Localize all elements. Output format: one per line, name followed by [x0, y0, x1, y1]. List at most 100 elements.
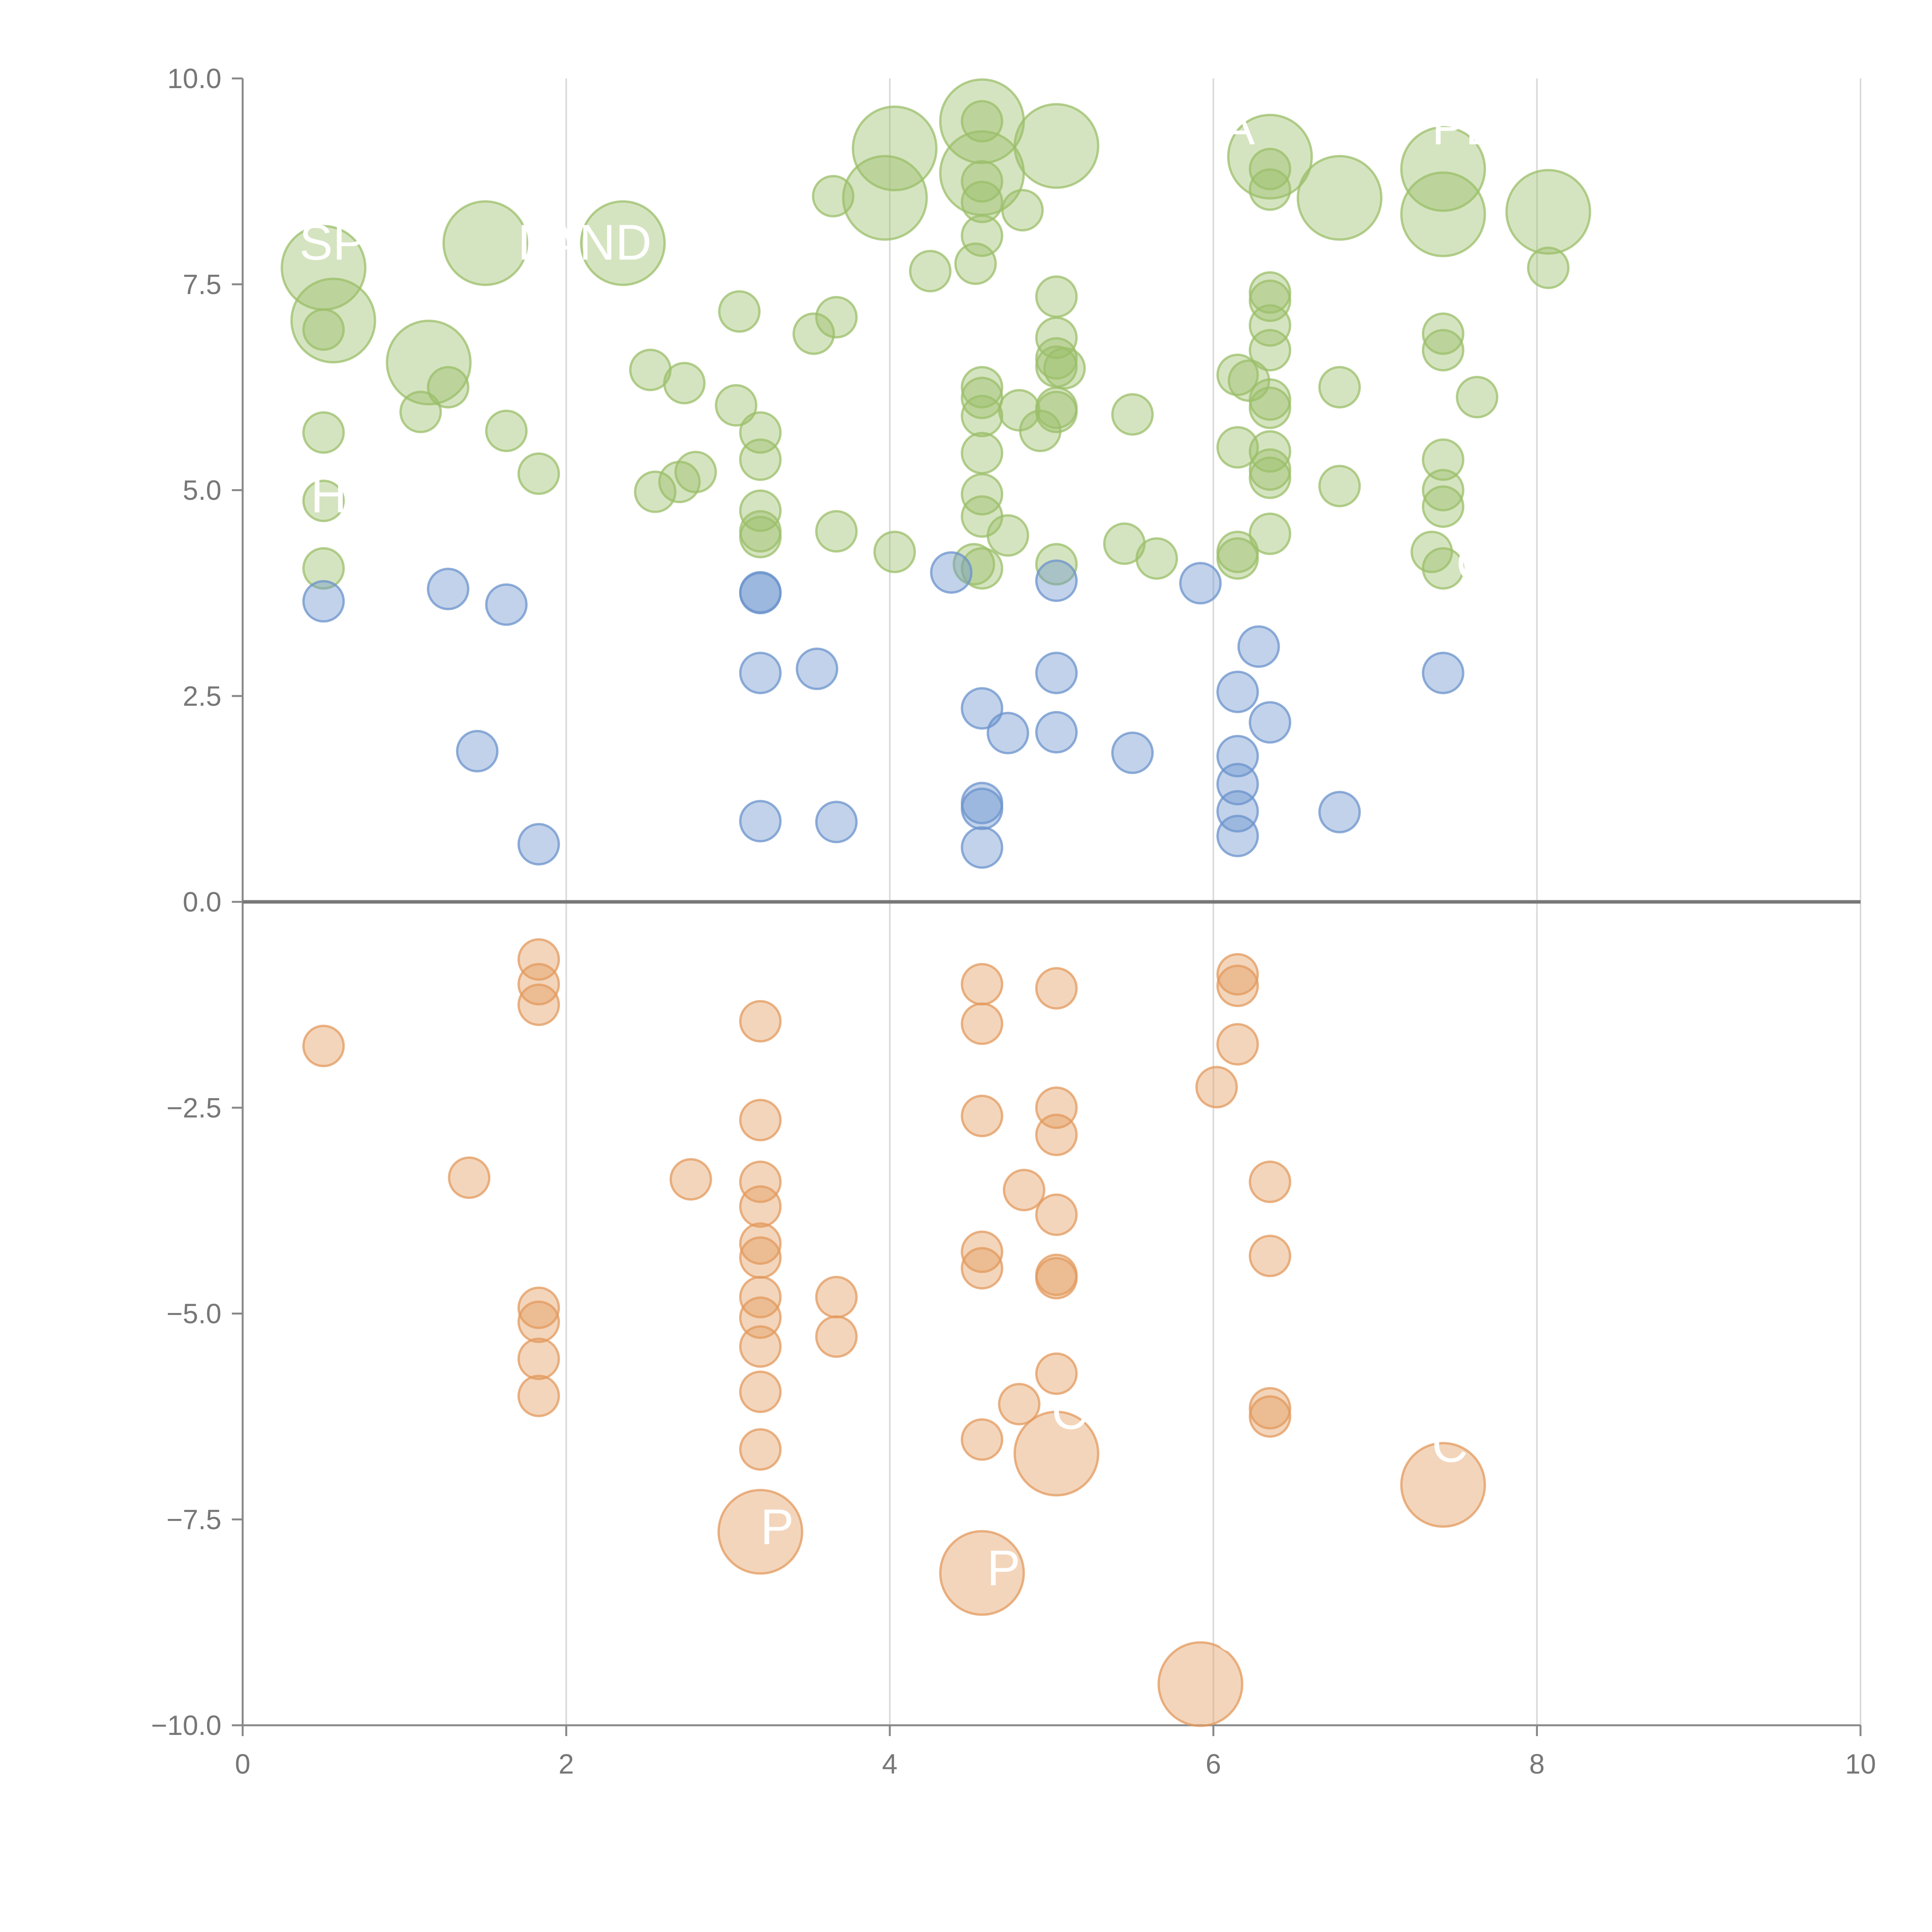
- green-point: [290, 277, 376, 364]
- x-tick-label: 2: [558, 1749, 574, 1780]
- green-point: [1216, 537, 1259, 580]
- y-tick-label: 5.0: [183, 475, 221, 506]
- orange-point: [1248, 1395, 1291, 1438]
- orange-point: [1003, 1168, 1046, 1211]
- blue-point: [961, 787, 1003, 830]
- orange-point: [669, 1158, 712, 1201]
- green-point: [1422, 485, 1464, 528]
- green-point: [1527, 247, 1570, 289]
- green-point: [658, 461, 701, 503]
- green-point: [1248, 386, 1291, 429]
- blue-point: [1216, 670, 1259, 713]
- green-point: [399, 391, 442, 434]
- orange-point: [1035, 1193, 1078, 1236]
- green-point: [663, 362, 706, 405]
- orange-point: [517, 1286, 560, 1329]
- blue-point: [1216, 815, 1259, 857]
- green-point: [715, 384, 758, 427]
- orange-point: [739, 1000, 782, 1043]
- blue-point: [1248, 701, 1291, 744]
- orange-point: [1035, 1257, 1078, 1299]
- blue-point: [517, 823, 560, 866]
- orange-point: [739, 1236, 782, 1279]
- point-label: P: [987, 1540, 1020, 1596]
- point-label: C: [1213, 1605, 1250, 1662]
- blue-point: [456, 730, 499, 773]
- green-point: [954, 242, 997, 285]
- blue-point: [930, 551, 973, 594]
- x-tick-label: 0: [235, 1749, 250, 1780]
- green-point: [485, 410, 528, 452]
- orange-point: [517, 1374, 560, 1417]
- point-label: PE: [1432, 99, 1498, 155]
- green-point: [1422, 547, 1464, 590]
- point-label: C: [1456, 535, 1492, 592]
- orange-point: [815, 1315, 858, 1358]
- data-points: [281, 78, 1591, 1727]
- green-point: [873, 531, 916, 573]
- green-point: [1422, 329, 1464, 372]
- orange-point: [1216, 1023, 1259, 1066]
- blue-point: [1179, 562, 1222, 605]
- green-point: [961, 432, 1003, 474]
- green-point: [961, 366, 1003, 409]
- orange-point: [739, 1428, 782, 1471]
- green-point: [1248, 512, 1291, 555]
- blue-point: [986, 712, 1029, 755]
- green-point: [1001, 189, 1044, 231]
- green-point: [302, 547, 345, 590]
- y-tick-label: −7.5: [167, 1504, 221, 1535]
- orange-point: [739, 1185, 782, 1228]
- y-tick-label: 0.0: [183, 887, 221, 918]
- blue-point: [1035, 711, 1078, 754]
- green-point: [1248, 456, 1291, 499]
- green-point: [961, 180, 1003, 223]
- blue-point: [796, 647, 838, 690]
- blue-point: [1237, 625, 1280, 668]
- orange-point: [1035, 1114, 1078, 1156]
- green-point: [302, 480, 345, 522]
- blue-point: [1318, 791, 1361, 833]
- green-point: [1422, 312, 1464, 355]
- green-point: [634, 470, 677, 513]
- green-point: [1318, 366, 1361, 409]
- orange-point: [739, 1099, 782, 1141]
- blue-point: [961, 826, 1003, 869]
- y-tick-label: 10.0: [167, 63, 221, 94]
- blue-point: [739, 800, 782, 843]
- green-point: [815, 296, 858, 338]
- x-tick-label: 8: [1529, 1749, 1545, 1780]
- blue-point: [427, 568, 469, 611]
- green-point: [1456, 376, 1498, 418]
- green-point: [1400, 171, 1486, 257]
- green-point: [1248, 279, 1291, 322]
- orange-point: [1248, 1235, 1291, 1277]
- blue-point: [739, 571, 782, 614]
- green-point: [986, 514, 1029, 557]
- orange-point: [1400, 1442, 1486, 1528]
- green-point: [815, 510, 858, 553]
- green-point: [1400, 126, 1486, 212]
- orange-point: [517, 1300, 560, 1343]
- green-point: [961, 473, 1003, 516]
- orange-point: [517, 1337, 560, 1380]
- green-point: [1019, 410, 1062, 452]
- orange-point: [517, 938, 560, 981]
- orange-point: [739, 1325, 782, 1368]
- orange-point: [1216, 964, 1259, 1007]
- green-point: [961, 547, 1003, 590]
- blue-point: [815, 801, 858, 844]
- blue-point: [1422, 651, 1464, 694]
- orange-point: [517, 983, 560, 1026]
- orange-point: [961, 1247, 1003, 1290]
- point-label: H: [311, 467, 347, 523]
- green-point: [1111, 393, 1154, 436]
- green-point: [517, 452, 560, 495]
- y-tick-label: 7.5: [183, 269, 221, 300]
- y-tick-label: −5.0: [167, 1299, 221, 1330]
- point-label: A: [1221, 99, 1255, 155]
- y-tick-label: 2.5: [183, 681, 221, 712]
- green-point: [1422, 469, 1464, 512]
- green-point: [1248, 329, 1291, 372]
